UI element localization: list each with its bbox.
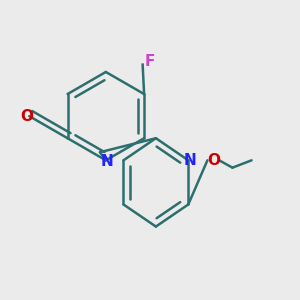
Text: O: O (20, 109, 33, 124)
Text: F: F (145, 54, 155, 69)
Text: N: N (101, 154, 114, 169)
Text: O: O (207, 153, 220, 168)
Text: N: N (183, 153, 196, 168)
